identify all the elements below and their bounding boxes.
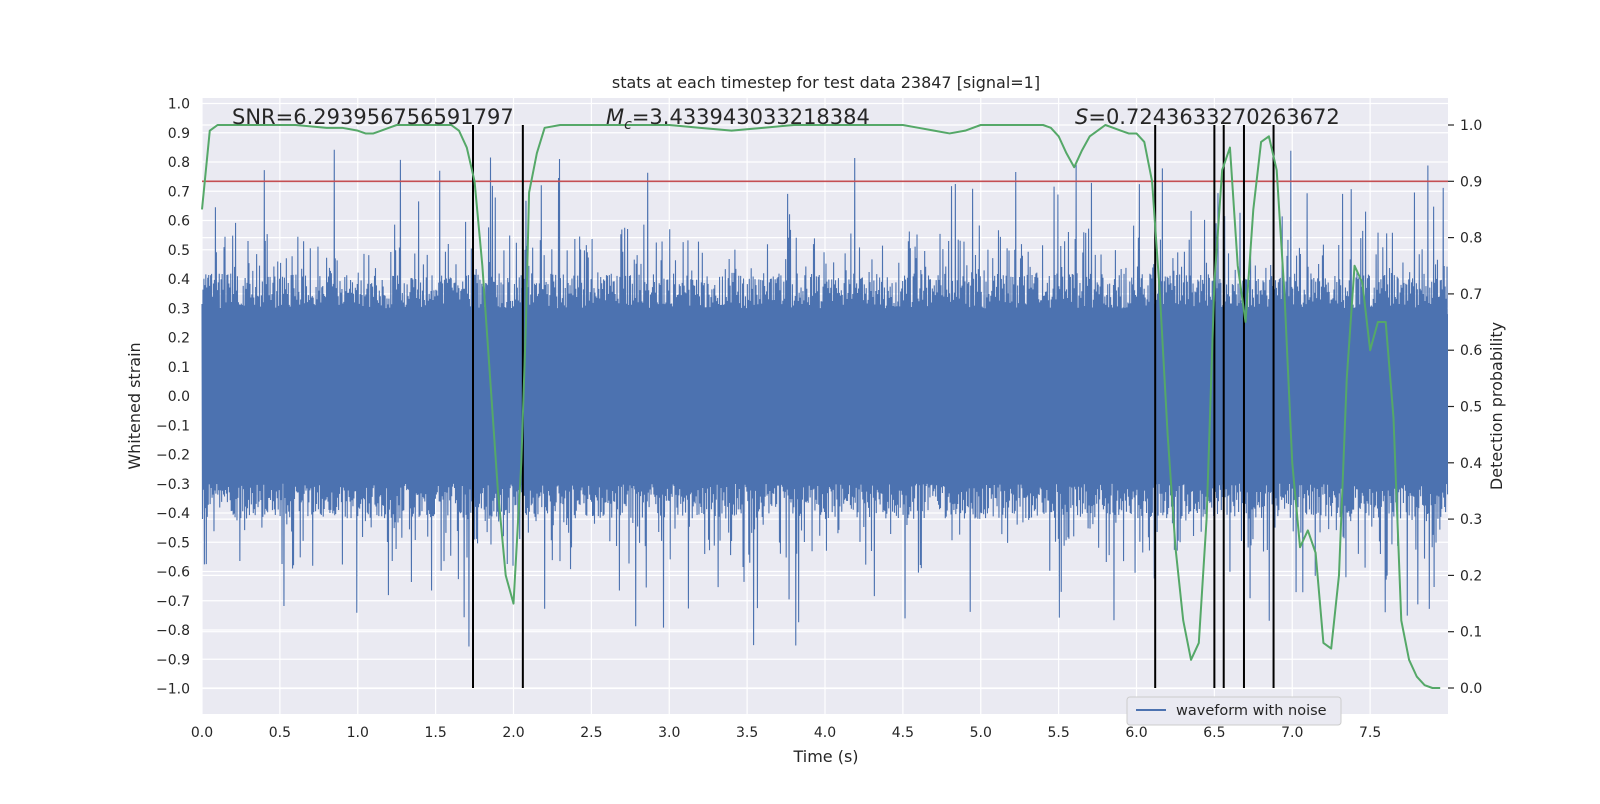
y-left-tick-label: 0.4 [168,272,190,288]
y-left-tick-label: 0.7 [168,184,190,200]
y-right-axis-ticks: 1.0 0.9 0.8 0.7 0.6 0.5 0.4 0.3 0.2 0.1 0.0 [1448,118,1482,697]
y-right-tick-label: 0.6 [1460,343,1482,359]
y-left-tick-label: 0.6 [168,214,190,230]
detection-probability-series [201,124,1441,689]
chirp-mass-value: =3.433943033218384 [632,105,870,129]
x-tick-label: 3.0 [658,725,680,741]
y-left-tick-label: 0.8 [168,155,190,171]
y-left-axis-ticks: 1.0 0.9 0.8 0.7 0.6 0.5 0.4 0.3 0.2 0.1 0.0 −0.1 −0.… [156,97,190,698]
x-tick-label: 2.5 [580,725,602,741]
x-tick-label: 6.5 [1203,725,1225,741]
y-left-tick-label: −0.2 [156,448,190,464]
x-tick-label: 4.5 [892,725,914,741]
legend-box [1126,696,1342,726]
y-right-tick-label: 0.0 [1460,681,1482,697]
y-right-tick-label: 0.9 [1460,174,1482,190]
y-right-tick-label: 0.4 [1460,456,1482,472]
x-tick-label: 7.0 [1281,725,1303,741]
x-tick-label: 0.0 [191,725,213,741]
x-tick-label: 3.5 [736,725,758,741]
waveform-series [201,149,1449,647]
legend: waveform with noise [1126,696,1342,726]
x-axis-label: Time (s) [792,747,858,766]
score-annotation: S=0.7243633270263672 [1075,105,1340,129]
y-right-tick-label: 0.3 [1460,512,1482,528]
chart-title: stats at each timestep for test data 238… [612,73,1040,92]
y-left-tick-label: 0.3 [168,301,190,317]
x-tick-label: 0.5 [269,725,291,741]
chirp-mass-subscript: c [624,117,632,133]
y-right-axis-label: Detection probability [1487,322,1506,490]
x-tick-label: 1.0 [347,725,369,741]
x-tick-label: 6.0 [1125,725,1147,741]
x-tick-label: 1.5 [424,725,446,741]
y-left-tick-label: 0.5 [168,243,190,259]
y-left-tick-label: 0.1 [168,360,190,376]
legend-label-waveform: waveform with noise [1176,703,1327,719]
snr-annotation: SNR=6.293956756591797 [232,105,514,129]
x-tick-label: 4.0 [814,725,836,741]
x-axis-ticks: 0.0 0.5 1.0 1.5 2.0 2.5 3.0 3.5 4.0 4.5 5.0 5.5 6.0 6… [191,725,1381,741]
y-right-tick-label: 1.0 [1460,118,1482,134]
x-tick-label: 2.0 [502,725,524,741]
y-left-tick-label: 0.9 [168,126,190,142]
chirp-mass-symbol: M [606,105,624,129]
y-left-tick-label: −0.8 [156,623,190,639]
y-left-tick-label: −0.6 [156,565,190,581]
y-left-tick-label: −0.3 [156,477,190,493]
y-right-tick-label: 0.8 [1460,231,1482,247]
y-left-tick-label: −0.1 [156,418,190,434]
y-left-tick-label: −0.4 [156,506,190,522]
chirp-mass-annotation: Mc=3.433943033218384 [606,105,870,133]
y-left-axis-label: Whitened strain [125,342,144,469]
y-right-tick-label: 0.5 [1460,400,1482,416]
y-left-tick-label: −0.9 [156,652,190,668]
y-left-tick-label: 1.0 [168,97,190,113]
waveform-core-band [202,314,1448,478]
x-tick-label: 5.0 [970,725,992,741]
y-left-tick-label: −0.5 [156,535,190,551]
x-tick-label: 7.5 [1359,725,1381,741]
detection-probability-line [201,124,1441,689]
score-symbol: S [1075,105,1088,129]
y-right-tick-label: 0.2 [1460,568,1482,584]
y-left-tick-label: 0.2 [168,331,190,347]
score-value: =0.7243633270263672 [1088,105,1339,129]
y-left-tick-label: 0.0 [168,389,190,405]
y-right-tick-label: 0.7 [1460,287,1482,303]
y-left-tick-label: −0.7 [156,594,190,610]
x-tick-label: 5.5 [1047,725,1069,741]
y-left-tick-label: −1.0 [156,682,190,698]
y-right-tick-label: 0.1 [1460,625,1482,641]
